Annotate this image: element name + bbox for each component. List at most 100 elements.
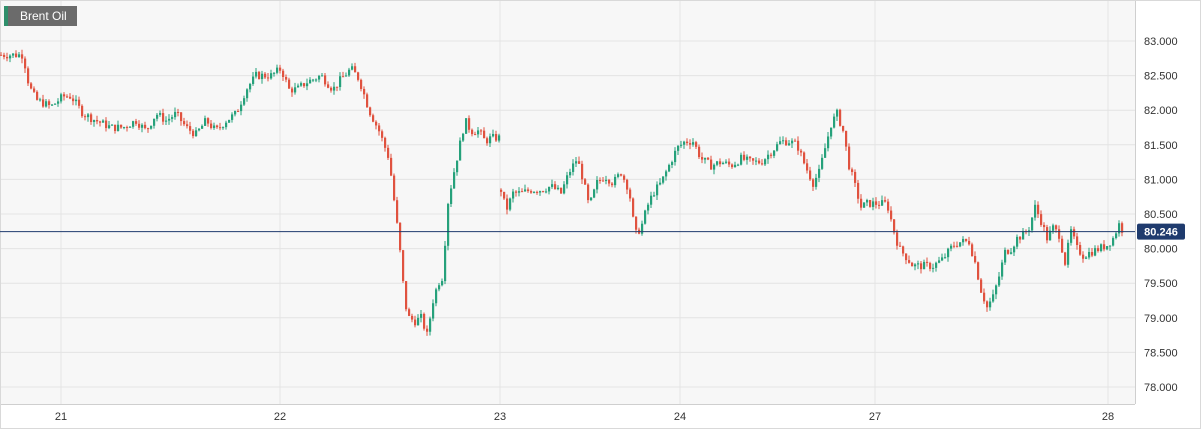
candle-body [935, 262, 938, 268]
candle-body [746, 156, 749, 160]
candle-body [381, 131, 384, 138]
candle-body [180, 112, 183, 122]
candle-body [794, 140, 797, 142]
candle-body [1019, 236, 1022, 240]
candle-body [1070, 229, 1073, 243]
candle-body [189, 126, 192, 131]
candle-body [123, 127, 126, 129]
candle-body [30, 83, 33, 89]
candle-body [453, 172, 456, 189]
candle-body [183, 121, 186, 125]
candle-body [387, 147, 390, 158]
candle-body [902, 246, 905, 254]
candle-body [998, 276, 1001, 286]
candle-body [474, 134, 477, 136]
candle-body [626, 179, 629, 190]
candle-body [147, 128, 150, 130]
candle-body [96, 120, 99, 122]
candle-body [312, 79, 315, 81]
candle-body [225, 122, 228, 128]
candle-body [830, 127, 833, 137]
candle-body [908, 260, 911, 263]
candle-body [737, 164, 740, 166]
candle-body [306, 83, 309, 87]
candle-body [84, 116, 87, 118]
candle-body [468, 118, 471, 130]
price-tick-label: 81.000 [1144, 174, 1178, 186]
price-tick-label: 79.000 [1144, 313, 1178, 325]
candle-body [447, 203, 450, 246]
candle-body [153, 118, 156, 126]
candle-body [581, 163, 584, 180]
candle-body [246, 89, 249, 99]
candle-body [686, 141, 689, 144]
candle-body [677, 145, 680, 151]
candle-body [1049, 230, 1052, 241]
candle-body [554, 184, 557, 190]
candle-body [659, 182, 662, 185]
time-axis-background [0, 404, 1201, 429]
candle-body [384, 137, 387, 148]
candle-body [369, 107, 372, 116]
candle-body [587, 184, 590, 201]
candle-body [465, 118, 468, 134]
candle-body [423, 313, 426, 329]
candle-body [524, 189, 527, 192]
candle-body [983, 292, 986, 302]
candle-body [857, 182, 860, 199]
price-tick-label: 78.500 [1144, 347, 1178, 359]
candle-body [932, 267, 935, 269]
candle-body [318, 75, 321, 80]
candle-body [1085, 257, 1088, 259]
candle-body [66, 96, 69, 98]
candle-body [896, 232, 899, 246]
candle-body [890, 210, 893, 220]
candle-body [971, 244, 974, 257]
candle-body [926, 261, 929, 263]
candle-body [854, 171, 857, 183]
candle-body [357, 72, 360, 80]
candle-body [192, 130, 195, 137]
candle-body [644, 210, 647, 224]
candle-body [273, 72, 276, 74]
candle-body [824, 148, 827, 158]
candle-body [456, 160, 459, 173]
candle-body [75, 99, 78, 102]
candle-body [483, 130, 486, 139]
candle-body [441, 281, 444, 286]
candle-body [213, 125, 216, 128]
candle-body [12, 53, 15, 56]
candle-body [24, 58, 27, 69]
candle-body [1082, 254, 1085, 259]
candle-body [45, 101, 48, 107]
candle-body [563, 184, 566, 194]
candle-body [749, 156, 752, 159]
candle-body [495, 133, 498, 141]
candle-body [530, 191, 533, 193]
candle-body [818, 168, 821, 178]
candle-body [776, 144, 779, 151]
candle-body [1043, 224, 1046, 228]
candle-body [689, 143, 692, 145]
candle-body [953, 245, 956, 247]
candle-body [869, 199, 872, 207]
candle-body [647, 204, 650, 211]
candle-body [168, 118, 171, 121]
candle-body [240, 104, 243, 112]
candle-body [1115, 233, 1118, 239]
candle-body [141, 124, 144, 128]
candle-body [81, 105, 84, 117]
candle-body [884, 200, 887, 202]
candle-body [90, 114, 93, 123]
candle-body [321, 75, 324, 77]
candle-body [228, 119, 231, 123]
candle-body [584, 179, 587, 185]
candle-body [489, 136, 492, 144]
candle-body [833, 116, 836, 128]
candle-body [102, 120, 105, 123]
candle-body [623, 175, 626, 180]
candle-body [596, 179, 599, 190]
candle-body [704, 157, 707, 160]
candle-body [315, 79, 318, 81]
candle-body [752, 158, 755, 161]
